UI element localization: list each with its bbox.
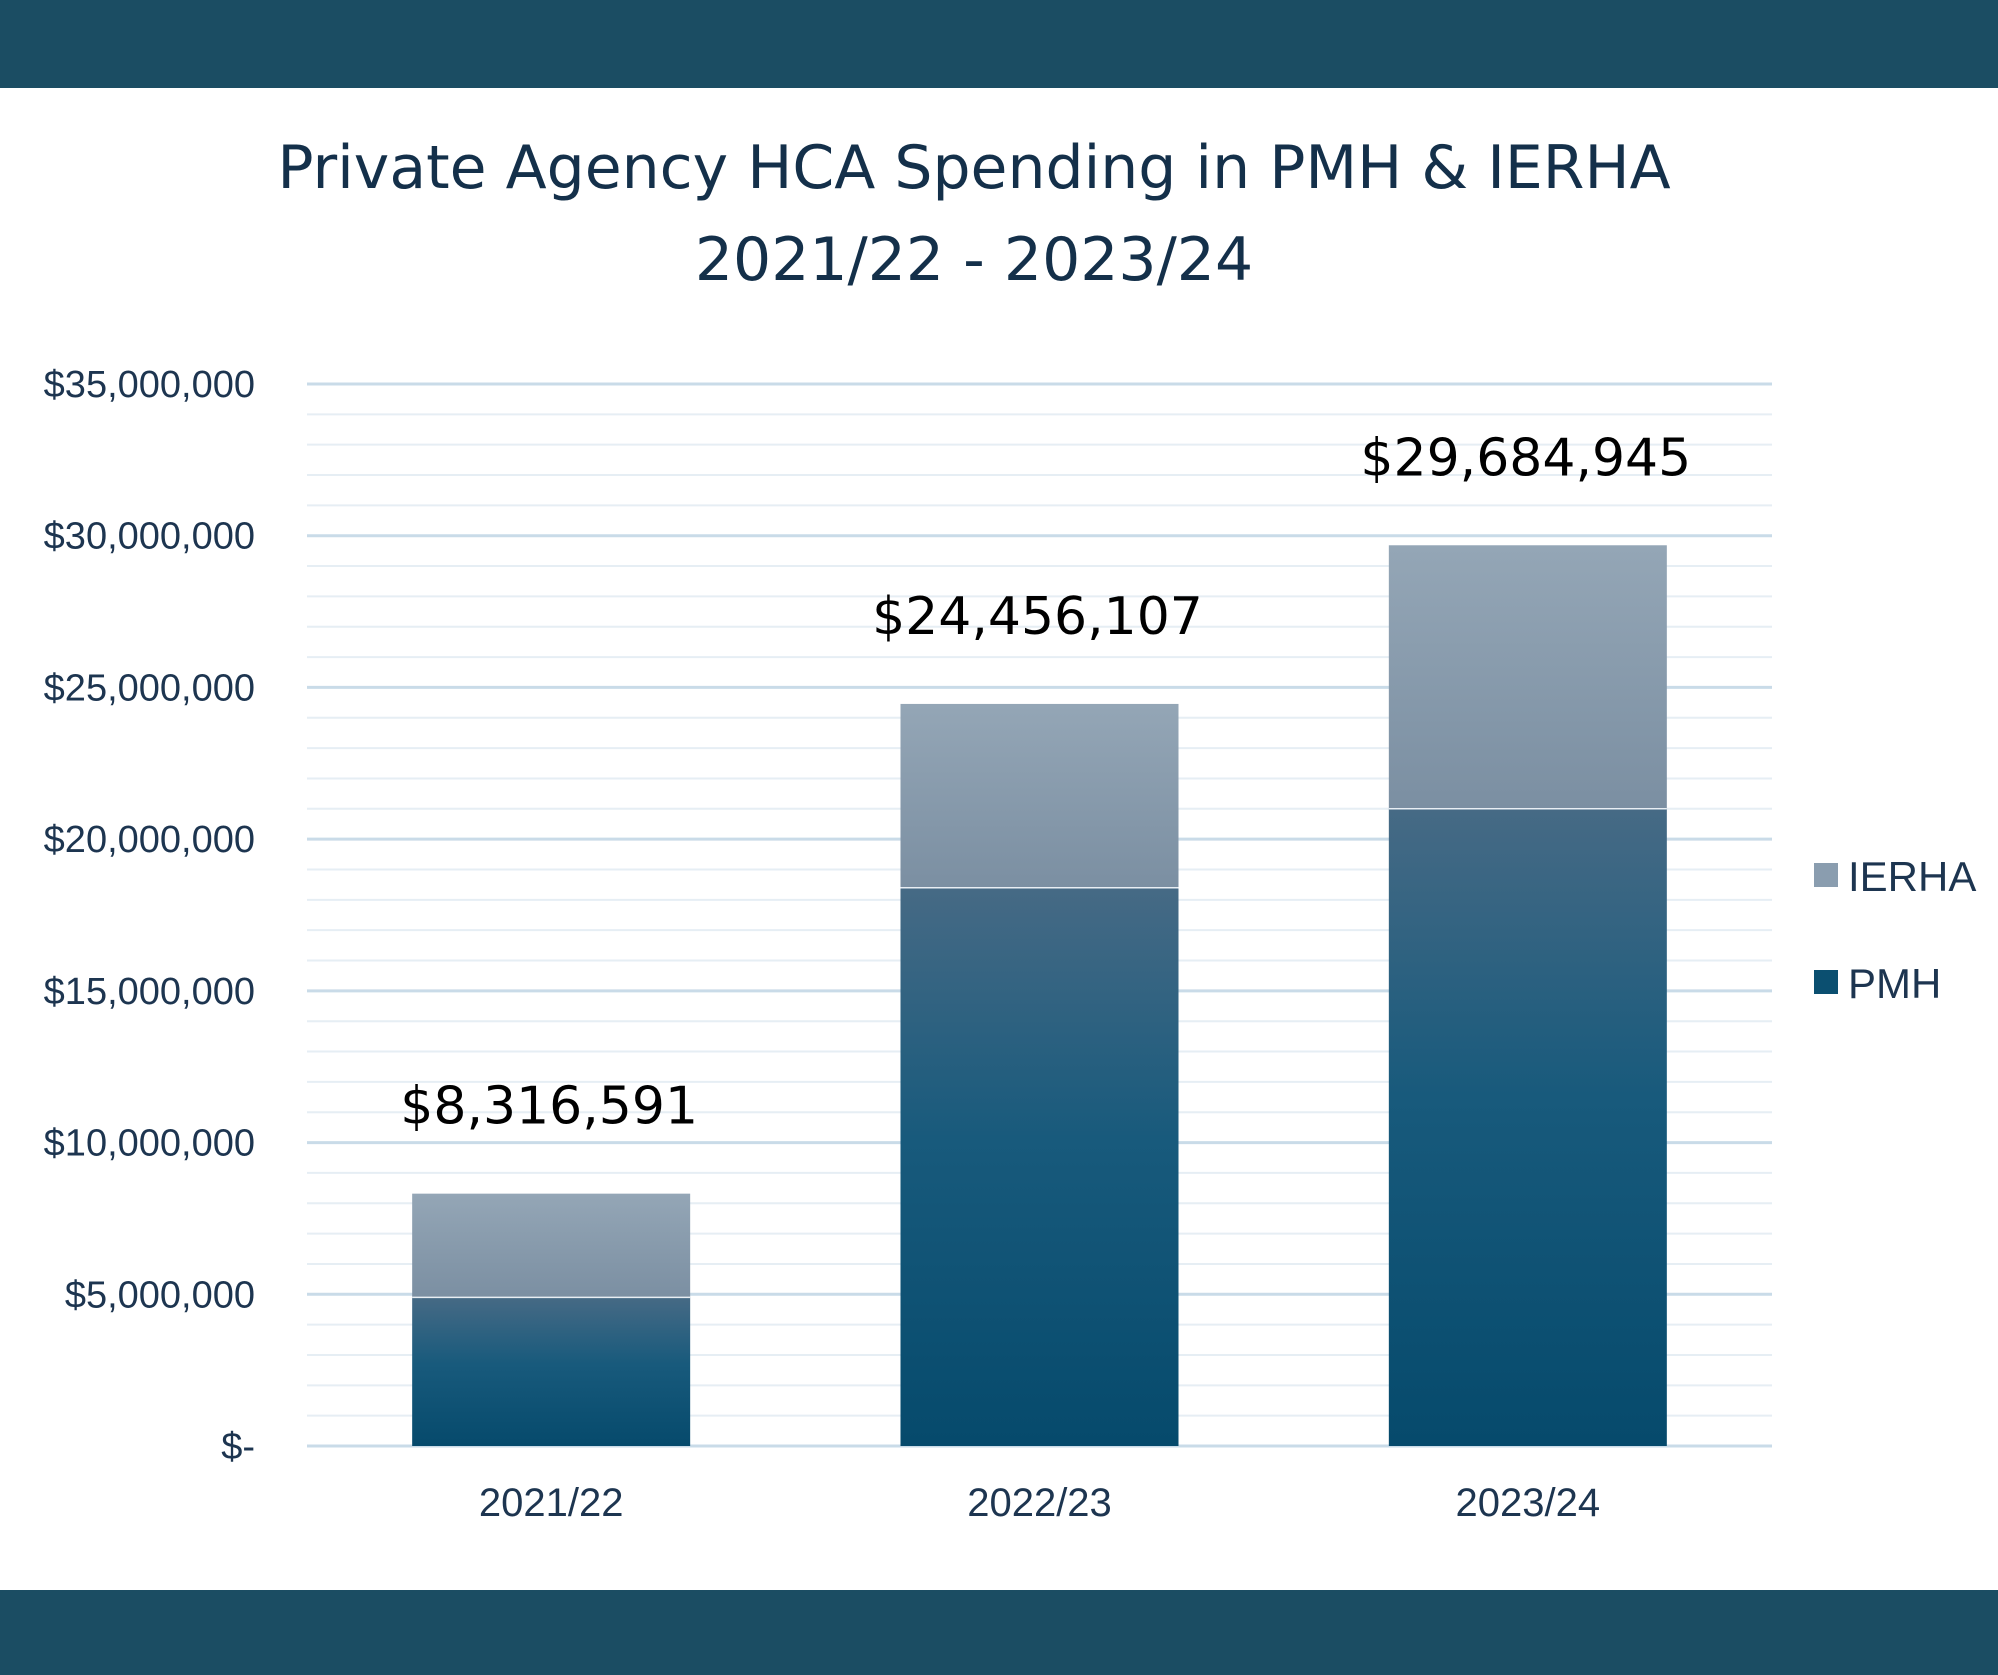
chart-title: Private Agency HCA Spending in PMH & IER… [277, 133, 1671, 203]
total-label: $24,456,107 [872, 587, 1203, 647]
bar-ierha-1 [412, 1193, 691, 1298]
y-tick-label: $15,000,000 [44, 971, 255, 1013]
bars [412, 545, 1667, 1446]
legend-label-ierha: IERHA [1848, 853, 1976, 900]
x-tick-label: 2023/24 [1456, 1481, 1601, 1525]
legend-label-pmh: PMH [1848, 960, 1941, 1007]
footer-band [0, 1590, 1998, 1675]
data-labels: $8,316,591 $24,456,107 $29,684,945 [400, 428, 1691, 1136]
chart-subtitle: 2021/22 - 2023/24 [694, 225, 1254, 295]
y-tick-label: $25,000,000 [44, 667, 255, 709]
y-tick-label: $5,000,000 [65, 1274, 255, 1316]
y-tick-label: $30,000,000 [44, 516, 255, 558]
x-axis: 2021/22 2022/23 2023/24 [479, 1481, 1600, 1525]
y-axis: $- $5,000,000 $10,000,000 $15,000,000 $20,00… [44, 364, 255, 1468]
bar-ierha-3 [1388, 545, 1667, 809]
total-label: $29,684,945 [1360, 428, 1691, 488]
bar-pmh-1 [412, 1297, 691, 1446]
bar-ierha-2 [900, 703, 1179, 888]
legend: IERHA PMH [1814, 853, 1976, 1007]
x-tick-label: 2022/23 [967, 1481, 1112, 1525]
header-band [0, 0, 1998, 88]
y-tick-label: $35,000,000 [44, 364, 255, 406]
x-tick-label: 2021/22 [479, 1481, 624, 1525]
y-tick-label: $- [221, 1426, 255, 1468]
total-label: $8,316,591 [400, 1077, 698, 1137]
y-tick-label: $20,000,000 [44, 819, 255, 861]
legend-swatch-pmh [1814, 970, 1838, 994]
legend-swatch-ierha [1814, 863, 1838, 887]
bar-pmh-2 [900, 887, 1179, 1446]
y-tick-label: $10,000,000 [44, 1123, 255, 1165]
bar-pmh-3 [1388, 808, 1667, 1446]
